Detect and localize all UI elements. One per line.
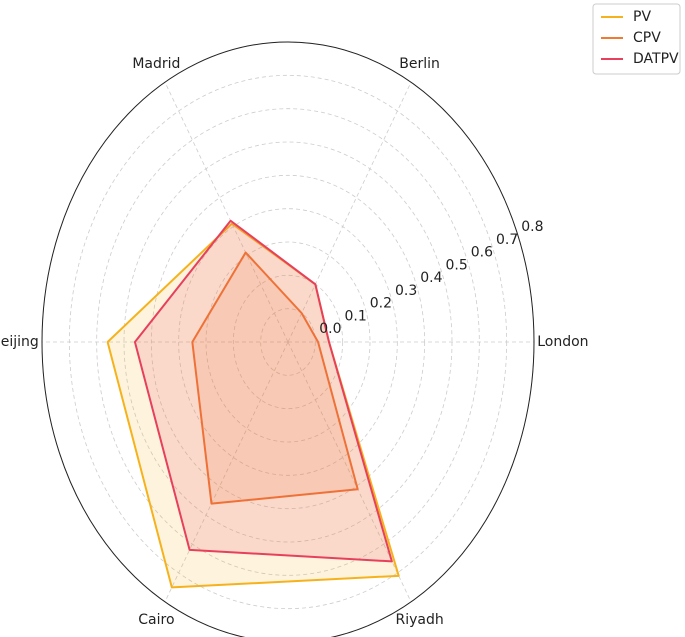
outer-ring (41, 41, 535, 637)
r-tick-label: 0.7 (496, 232, 518, 248)
spoke (164, 341, 289, 602)
category-label: Madrid (132, 56, 180, 72)
legend-label: PV (633, 9, 651, 25)
r-tick-label: 0.0 (319, 321, 341, 337)
r-tick-label: 0.5 (446, 257, 468, 273)
legend-label: DATPV (633, 51, 679, 67)
r-tick-label: 0.1 (345, 308, 367, 324)
category-label: Beijing (0, 334, 39, 350)
series-line (191, 251, 359, 505)
grid-ring (205, 241, 371, 443)
series-line (133, 219, 393, 563)
spoke (164, 82, 289, 343)
category-label: Berlin (399, 56, 440, 72)
legend-box (592, 3, 681, 75)
legend-label: CPV (633, 30, 661, 46)
r-tick-label: 0.6 (471, 245, 493, 261)
grid-ring (260, 308, 316, 376)
category-label: Cairo (138, 612, 174, 628)
r-tick-label: 0.4 (420, 270, 442, 286)
spoke (287, 82, 412, 343)
category-label: London (537, 334, 588, 350)
series-area (107, 223, 399, 588)
r-tick-label: 0.3 (395, 283, 417, 299)
r-tick-label: 0.8 (521, 219, 543, 235)
grid-ring (178, 208, 398, 476)
series-area (192, 252, 358, 504)
series-area (134, 220, 392, 562)
category-label: Riyadh (395, 612, 443, 628)
grid-ring (232, 274, 344, 410)
r-tick-label: 0.2 (370, 296, 392, 312)
